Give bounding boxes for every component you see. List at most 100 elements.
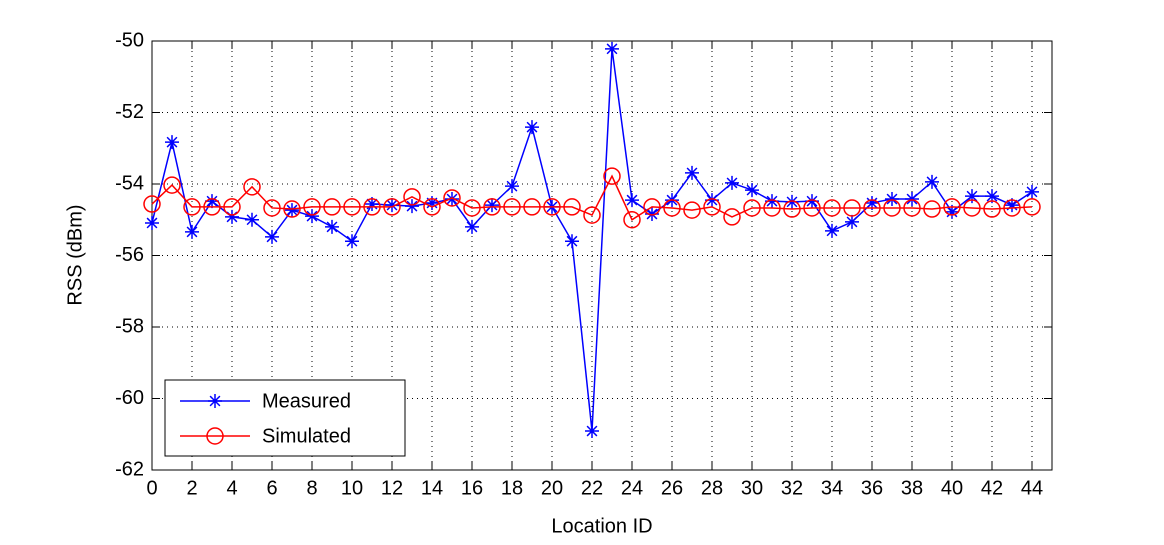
marker (208, 394, 222, 408)
marker (903, 199, 921, 217)
marker (505, 179, 519, 194)
marker (725, 175, 739, 190)
marker (206, 427, 224, 445)
marker (365, 197, 379, 212)
marker (963, 199, 981, 217)
y-tick-label: -62 (115, 458, 144, 480)
marker (625, 193, 639, 208)
marker (1023, 198, 1041, 216)
x-tick-label: 2 (186, 477, 197, 499)
marker (783, 200, 801, 218)
legend-label: Simulated (262, 425, 351, 447)
marker (945, 204, 959, 219)
marker (263, 199, 281, 217)
marker (863, 199, 881, 217)
marker (843, 199, 861, 217)
marker (785, 194, 799, 209)
marker (1025, 184, 1039, 199)
x-tick-label: 24 (621, 477, 643, 499)
legend-box (164, 379, 406, 457)
marker (685, 165, 699, 180)
x-tick-label: 32 (781, 477, 803, 499)
x-tick-label: 26 (661, 477, 683, 499)
marker (745, 183, 759, 198)
marker (445, 192, 459, 207)
marker (465, 219, 479, 234)
marker (563, 198, 581, 216)
marker (923, 200, 941, 218)
x-tick-label: 10 (341, 477, 363, 499)
marker (803, 199, 821, 217)
marker (225, 209, 239, 224)
marker (983, 200, 1001, 218)
marker (543, 198, 561, 216)
marker (143, 195, 161, 213)
marker (523, 198, 541, 216)
marker (163, 176, 181, 194)
x-tick-label: 42 (981, 477, 1003, 499)
marker (845, 214, 859, 229)
x-tick-label: 4 (226, 477, 237, 499)
marker (203, 198, 221, 216)
marker (423, 198, 441, 216)
marker (183, 198, 201, 216)
marker (623, 211, 641, 229)
x-tick-label: 28 (701, 477, 723, 499)
marker (765, 194, 779, 209)
x-tick-label: 0 (146, 477, 157, 499)
marker (663, 199, 681, 217)
marker (503, 198, 521, 216)
marker (763, 199, 781, 217)
x-tick-label: 22 (581, 477, 603, 499)
y-tick-label: -52 (115, 101, 144, 123)
marker (723, 208, 741, 226)
x-axis-label: Location ID (551, 515, 652, 537)
marker (1003, 199, 1021, 217)
y-tick-label: -56 (115, 244, 144, 266)
marker (403, 188, 421, 206)
marker (285, 203, 299, 218)
x-tick-label: 16 (461, 477, 483, 499)
marker (145, 215, 159, 230)
marker (703, 198, 721, 216)
marker (283, 200, 301, 218)
marker (603, 167, 621, 185)
marker (343, 198, 361, 216)
marker (443, 189, 461, 207)
marker (223, 198, 241, 216)
marker (605, 41, 619, 56)
marker (743, 199, 761, 217)
plot-frame (151, 40, 1053, 471)
x-tick-label: 20 (541, 477, 563, 499)
marker (885, 192, 899, 207)
marker (265, 229, 279, 244)
marker (385, 198, 399, 213)
y-tick-label: -54 (115, 172, 144, 194)
marker (965, 189, 979, 204)
x-tick-label: 38 (901, 477, 923, 499)
marker (1005, 198, 1019, 213)
legend-label: Measured (262, 390, 351, 412)
marker (643, 198, 661, 216)
marker (883, 199, 901, 217)
marker (525, 120, 539, 135)
marker (185, 224, 199, 239)
marker (245, 212, 259, 227)
x-tick-label: 30 (741, 477, 763, 499)
marker (905, 192, 919, 207)
marker (483, 198, 501, 216)
y-tick-label: -50 (115, 29, 144, 51)
marker (463, 199, 481, 217)
y-axis-label: RSS (dBm) (64, 204, 86, 305)
marker (645, 207, 659, 222)
marker (565, 234, 579, 249)
marker (303, 198, 321, 216)
legend: Measured Simulated (164, 379, 406, 457)
marker (683, 201, 701, 219)
marker (485, 198, 499, 213)
marker (585, 424, 599, 439)
y-tick-label: -60 (115, 387, 144, 409)
marker (323, 198, 341, 216)
marker (405, 199, 419, 214)
